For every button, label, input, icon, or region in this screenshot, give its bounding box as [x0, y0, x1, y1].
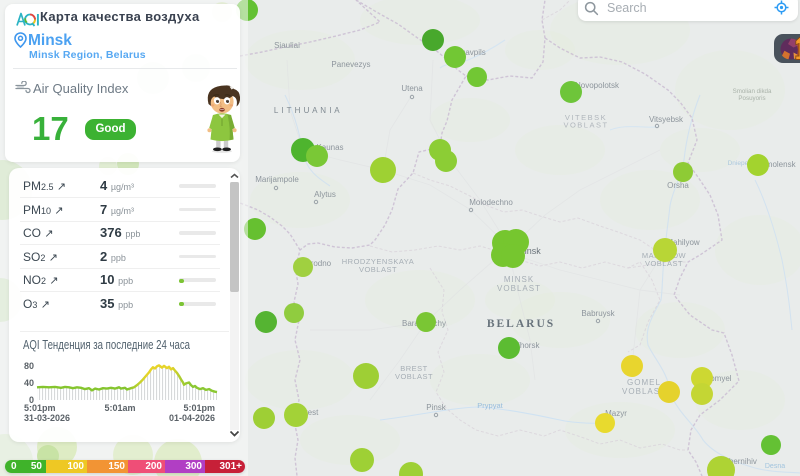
svg-text:Daugavpils: Daugavpils [446, 48, 486, 57]
svg-text:Kaunas: Kaunas [316, 143, 343, 152]
svg-text:BREST: BREST [400, 364, 428, 373]
svg-text:Chernihiv: Chernihiv [723, 457, 757, 466]
svg-text:5:01am: 5:01am [104, 403, 135, 413]
svg-text:L I T H U A N I A: L I T H U A N I A [274, 106, 340, 115]
svg-text:Salihorsk: Salihorsk [507, 341, 541, 350]
svg-text:Siauliai: Siauliai [274, 41, 300, 50]
svg-text:VITEBSK: VITEBSK [565, 113, 607, 122]
svg-text:Desna: Desna [765, 463, 785, 470]
svg-text:Minsk: Minsk [517, 246, 541, 256]
svg-text:Panevezys: Panevezys [331, 60, 370, 69]
svg-text:Molodechno: Molodechno [469, 198, 513, 207]
svg-text:40: 40 [24, 378, 34, 388]
svg-text:5:01pm: 5:01pm [24, 403, 56, 413]
svg-text:31-03-2026: 31-03-2026 [24, 413, 70, 423]
svg-text:80: 80 [24, 361, 34, 371]
svg-text:Dnieper: Dnieper [728, 160, 752, 167]
svg-text:Vitsyebsk: Vitsyebsk [649, 115, 684, 124]
svg-text:VOBLAST: VOBLAST [395, 372, 433, 381]
svg-text:Novopolotsk: Novopolotsk [575, 81, 620, 90]
svg-text:Marijampole: Marijampole [255, 175, 299, 184]
svg-text:Prypyat: Prypyat [477, 401, 503, 410]
svg-text:Utena: Utena [401, 84, 423, 93]
svg-text:BELARUS: BELARUS [487, 318, 555, 330]
svg-text:GOMEL: GOMEL [627, 378, 661, 387]
svg-text:AQI Тенденция за последние 24: AQI Тенденция за последние 24 часа [23, 338, 190, 352]
svg-text:VOBLAST: VOBLAST [645, 259, 683, 268]
svg-text:Hrodno: Hrodno [305, 259, 332, 268]
svg-text:Orsha: Orsha [667, 181, 689, 190]
svg-text:VOBLAST: VOBLAST [359, 265, 397, 274]
svg-text:Mazyr: Mazyr [605, 409, 627, 418]
svg-text:Homyel: Homyel [704, 374, 731, 383]
svg-text:MINSK: MINSK [504, 275, 534, 284]
svg-text:Smolensk: Smolensk [760, 160, 796, 169]
svg-text:5:01pm: 5:01pm [183, 403, 215, 413]
svg-text:HRODZYENSKAYA: HRODZYENSKAYA [342, 257, 414, 266]
svg-text:Alytus: Alytus [314, 190, 336, 199]
svg-text:Pinsk: Pinsk [426, 403, 447, 412]
svg-text:VOBLAST: VOBLAST [563, 121, 608, 130]
svg-text:Posuyoris: Posuyoris [738, 95, 765, 102]
svg-text:Smolian dikda: Smolian dikda [733, 88, 772, 95]
svg-text:Mahilyow: Mahilyow [666, 238, 700, 247]
svg-text:VOBLAST: VOBLAST [622, 387, 666, 396]
svg-text:Brest: Brest [300, 408, 319, 417]
svg-text:0: 0 [29, 395, 34, 405]
svg-text:01-04-2026: 01-04-2026 [169, 413, 215, 423]
svg-text:VOBLAST: VOBLAST [497, 284, 541, 293]
svg-text:Babruysk: Babruysk [581, 309, 615, 318]
